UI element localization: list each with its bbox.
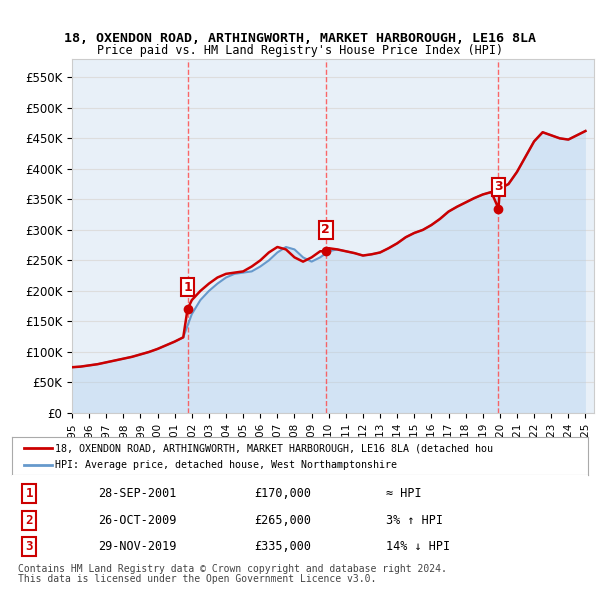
- Text: 26-OCT-2009: 26-OCT-2009: [98, 514, 177, 527]
- Text: 28-SEP-2001: 28-SEP-2001: [98, 487, 177, 500]
- Text: Price paid vs. HM Land Registry's House Price Index (HPI): Price paid vs. HM Land Registry's House …: [97, 44, 503, 57]
- Text: 18, OXENDON ROAD, ARTHINGWORTH, MARKET HARBOROUGH, LE16 8LA: 18, OXENDON ROAD, ARTHINGWORTH, MARKET H…: [64, 32, 536, 45]
- Text: 3: 3: [494, 181, 503, 194]
- Text: 2: 2: [26, 514, 33, 527]
- Text: ≈ HPI: ≈ HPI: [386, 487, 422, 500]
- Text: Contains HM Land Registry data © Crown copyright and database right 2024.: Contains HM Land Registry data © Crown c…: [18, 565, 447, 574]
- Text: 1: 1: [26, 487, 33, 500]
- Text: 14% ↓ HPI: 14% ↓ HPI: [386, 540, 451, 553]
- Text: £335,000: £335,000: [254, 540, 311, 553]
- Text: 3: 3: [26, 540, 33, 553]
- Text: This data is licensed under the Open Government Licence v3.0.: This data is licensed under the Open Gov…: [18, 575, 376, 584]
- Text: £265,000: £265,000: [254, 514, 311, 527]
- Text: 18, OXENDON ROAD, ARTHINGWORTH, MARKET HARBOROUGH, LE16 8LA (detached hou: 18, OXENDON ROAD, ARTHINGWORTH, MARKET H…: [55, 443, 493, 453]
- Text: 1: 1: [183, 281, 192, 294]
- Text: 2: 2: [322, 223, 330, 236]
- Text: 29-NOV-2019: 29-NOV-2019: [98, 540, 177, 553]
- Text: 3% ↑ HPI: 3% ↑ HPI: [386, 514, 443, 527]
- Text: £170,000: £170,000: [254, 487, 311, 500]
- Text: HPI: Average price, detached house, West Northamptonshire: HPI: Average price, detached house, West…: [55, 460, 397, 470]
